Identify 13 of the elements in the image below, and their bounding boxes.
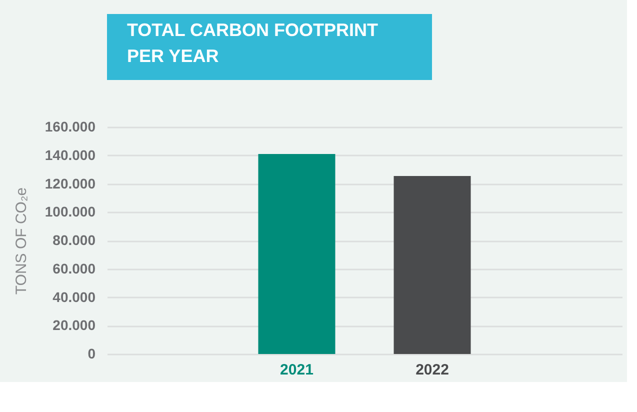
y-tick-label: 60.000 (52, 260, 96, 276)
y-tick-label: 80.000 (52, 232, 96, 248)
y-tick-label: 100.000 (44, 204, 96, 220)
x-tick-label: 2021 (280, 362, 314, 378)
y-axis-title: TONS OF CO₂e (12, 187, 30, 295)
y-tick-label: 120.000 (44, 175, 96, 192)
y-tick-label: 20.000 (52, 317, 96, 334)
y-tick-label: 140.000 (44, 146, 96, 163)
chart-title: TOTAL CARBON FOOTPRINT PER YEAR (127, 20, 378, 66)
x-tick-label: 2022 (416, 362, 449, 378)
y-tick-label: 160.000 (44, 118, 96, 134)
y-tick-label: 40.000 (52, 288, 96, 305)
y-tick-label: 0 (88, 346, 96, 362)
